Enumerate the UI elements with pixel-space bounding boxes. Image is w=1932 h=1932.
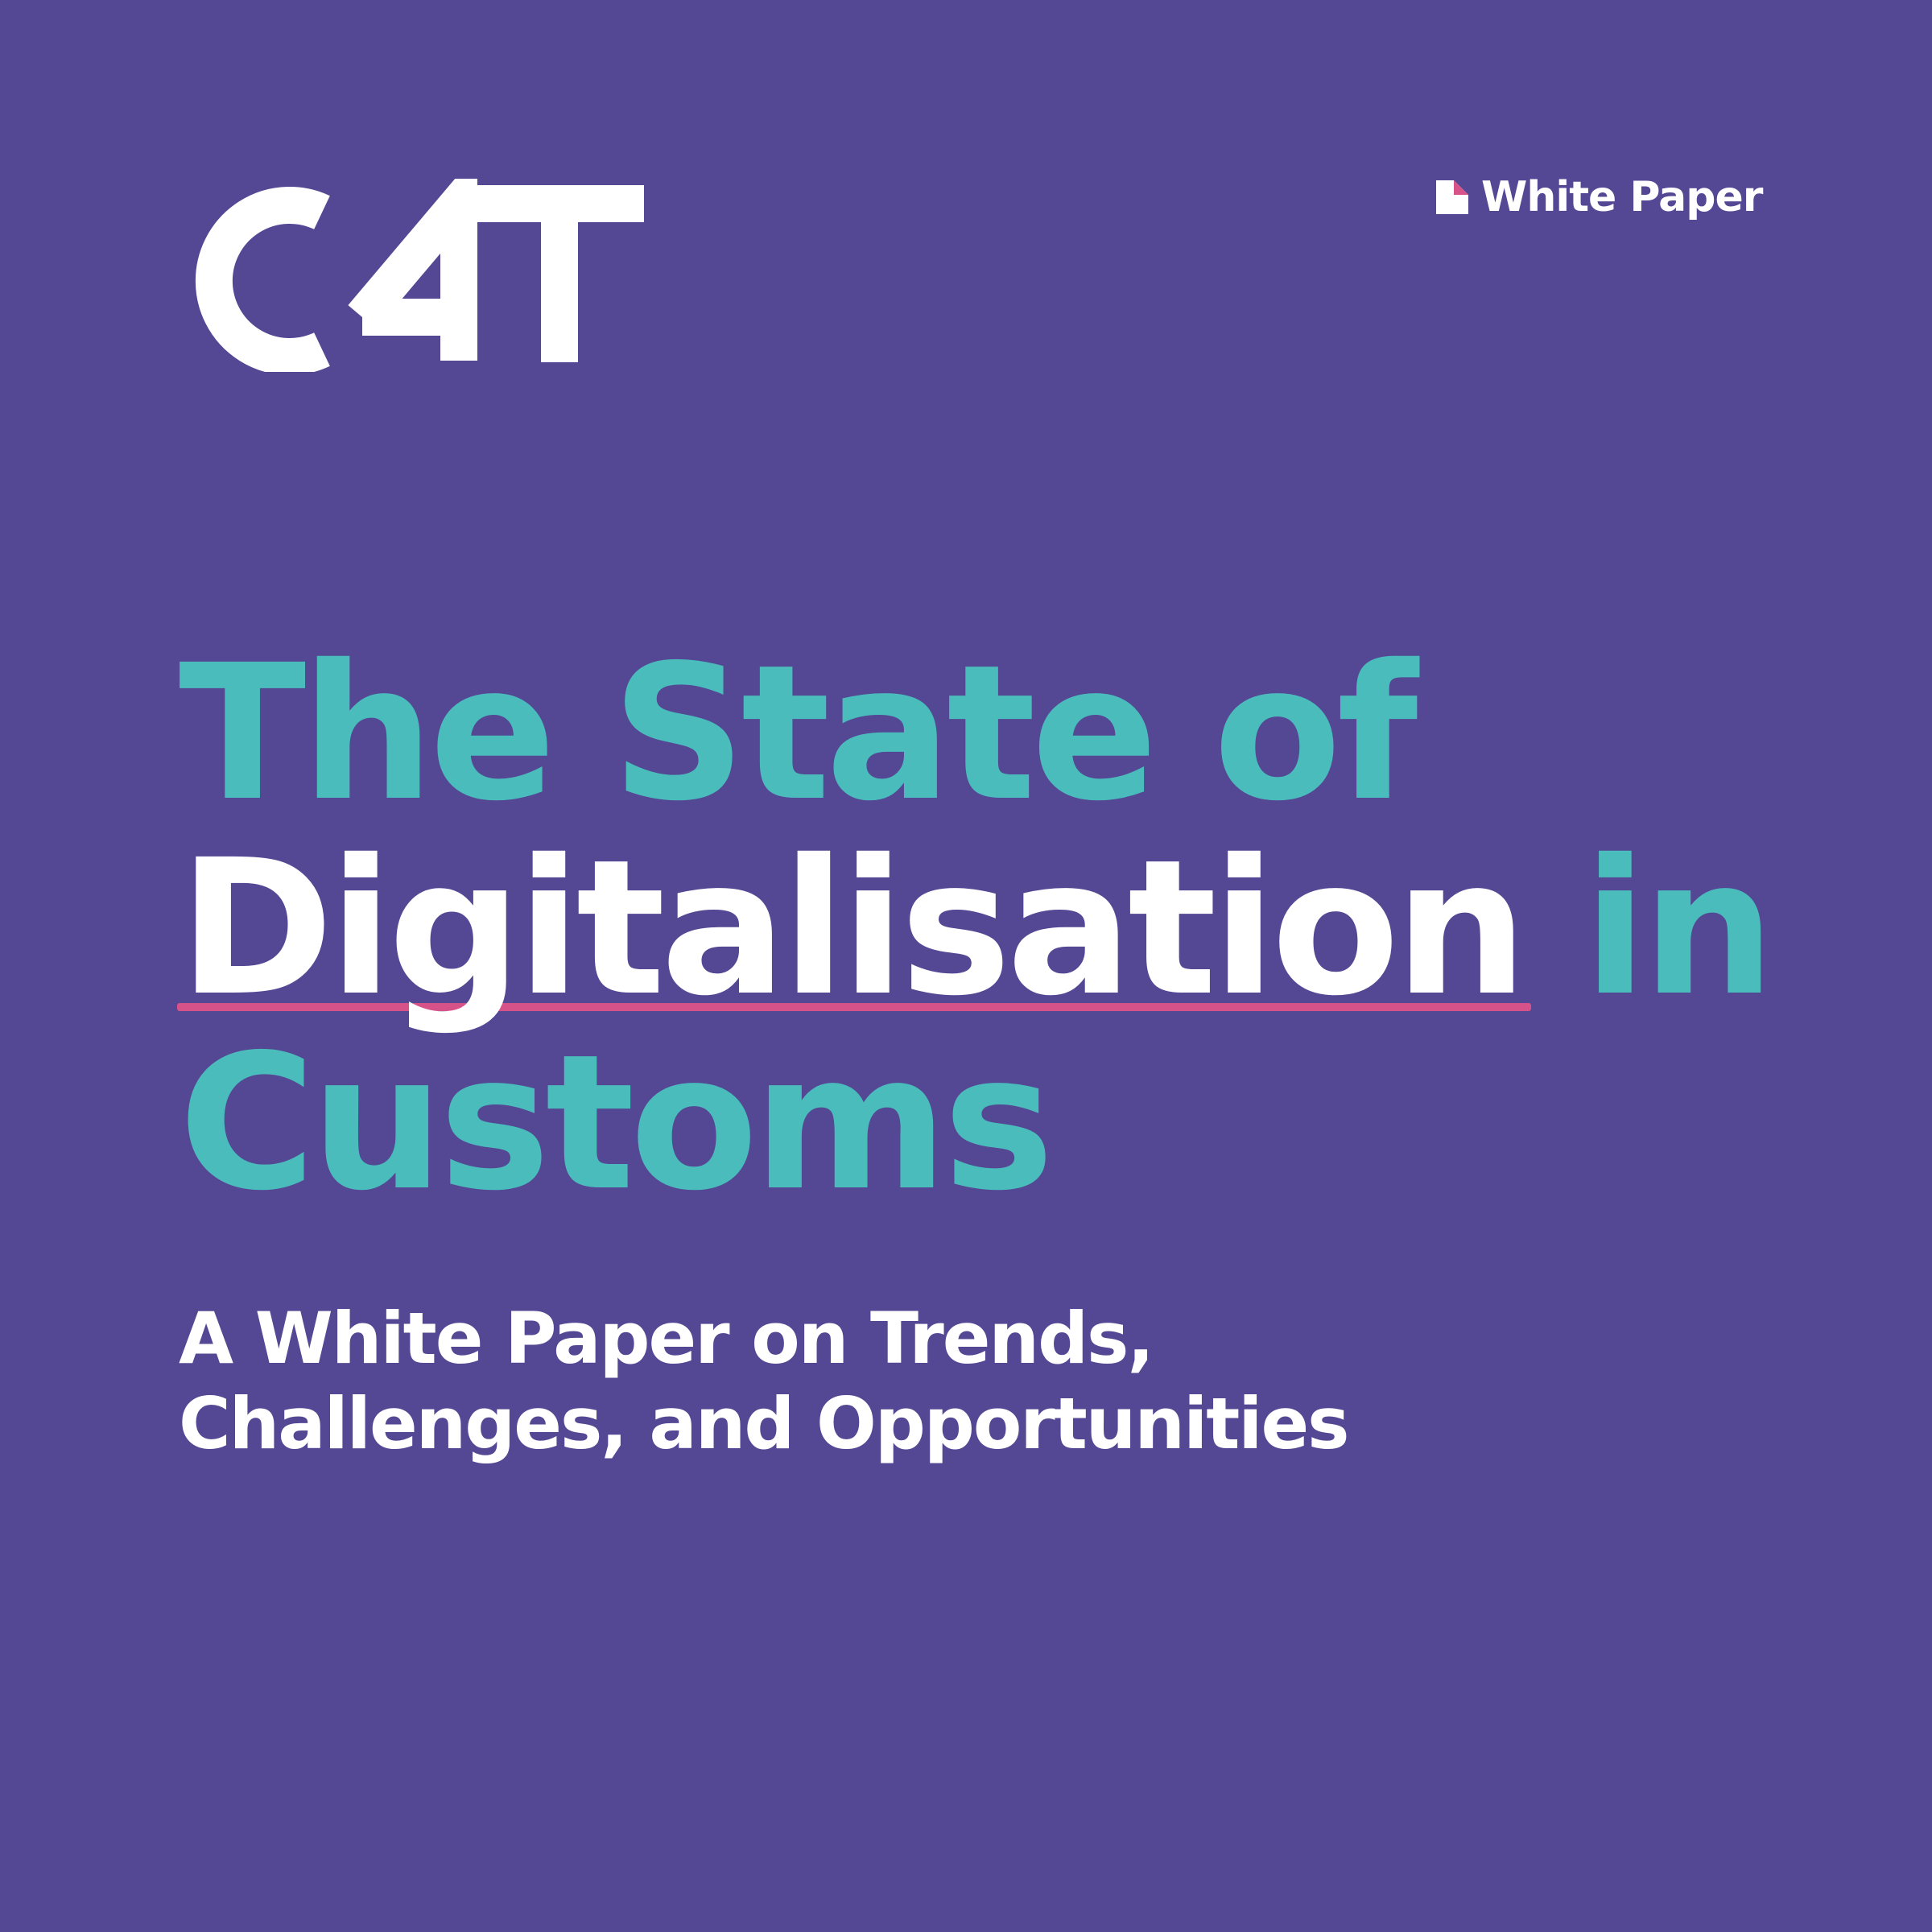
- title-highlight-word: Digitalisation: [177, 831, 1531, 1026]
- white-paper-badge: White Paper: [1435, 169, 1763, 225]
- title-line-2-rest: in: [1522, 819, 1776, 1037]
- pink-underline: [177, 1003, 1531, 1011]
- title-line-1: The State of: [179, 625, 1418, 842]
- subtitle: A White Paper on Trends, Challenges, and…: [179, 1296, 1628, 1467]
- badge-label: White Paper: [1481, 173, 1763, 221]
- subtitle-line-2: Challenges, and Opportunities: [179, 1382, 1350, 1465]
- title-line-3: Customs: [179, 1014, 1055, 1232]
- c4t-logo: [179, 179, 646, 372]
- title-line-2: Digitalisation in: [177, 831, 1789, 1026]
- page-title: The State of Digitalisation in Customs: [177, 625, 1789, 1232]
- document-icon: [1435, 179, 1470, 216]
- subtitle-line-1: A White Paper on Trends,: [179, 1297, 1154, 1380]
